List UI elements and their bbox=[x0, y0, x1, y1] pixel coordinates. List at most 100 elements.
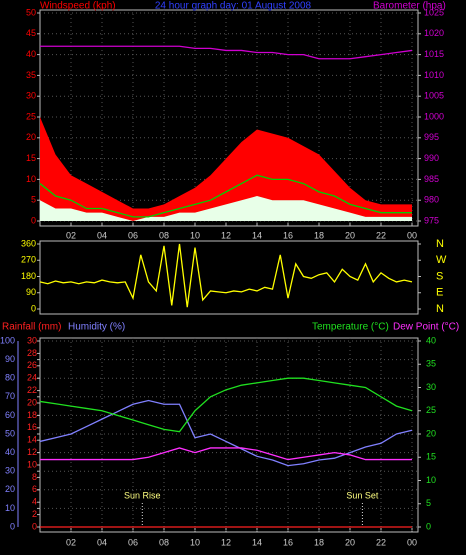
y-tick-label: 70 bbox=[5, 391, 15, 401]
y2-tick-label: N bbox=[436, 238, 444, 250]
line bbox=[39, 243, 413, 308]
area bbox=[40, 117, 412, 221]
y-tick-label: 30 bbox=[26, 91, 36, 101]
x-tick-label: 10 bbox=[190, 230, 200, 240]
y-tick-label: 270 bbox=[21, 255, 36, 265]
y-tick-label: 15 bbox=[26, 153, 36, 163]
y3-tick-label: 18 bbox=[27, 410, 37, 420]
y2-axis-label: Barometer (hpa) bbox=[373, 1, 446, 12]
x-tick-label: 16 bbox=[283, 537, 293, 547]
x-tick-label: 06 bbox=[128, 230, 138, 240]
y3-tick-label: 0 bbox=[32, 521, 37, 531]
y3-tick-label: 20 bbox=[27, 397, 37, 407]
y3-tick-label: 6 bbox=[32, 484, 37, 494]
x-tick-label: 14 bbox=[252, 537, 262, 547]
y2-tick-label: 1000 bbox=[424, 111, 444, 121]
x-tick-label: 12 bbox=[221, 537, 231, 547]
y-tick-label: 80 bbox=[5, 373, 15, 383]
y2-tick-label: E bbox=[436, 287, 443, 299]
y2-tick-label: 1010 bbox=[424, 70, 444, 80]
y-tick-label: 360 bbox=[21, 238, 36, 248]
y2-tick-label: 995 bbox=[424, 132, 439, 142]
plot-frame bbox=[39, 240, 419, 315]
x-tick-label: 04 bbox=[97, 230, 107, 240]
line bbox=[39, 174, 412, 218]
y-tick-label: 30 bbox=[5, 466, 15, 476]
y-tick-label: 60 bbox=[5, 410, 15, 420]
y3-tick-label: 22 bbox=[27, 385, 37, 395]
y3-tick-label: 16 bbox=[27, 422, 37, 432]
y-tick-label: 50 bbox=[26, 7, 36, 17]
y-tick-label: 25 bbox=[26, 111, 36, 121]
y-tick-label: 0 bbox=[31, 215, 36, 225]
line bbox=[40, 447, 412, 461]
line bbox=[39, 377, 413, 433]
y2-tick-label: N bbox=[436, 303, 444, 315]
x-tick-label: 08 bbox=[159, 537, 169, 547]
y2-tick-label: 980 bbox=[424, 195, 439, 205]
y-tick-label: 20 bbox=[26, 132, 36, 142]
line bbox=[39, 399, 413, 467]
y2-tick-label: 1005 bbox=[424, 91, 444, 101]
x-tick-label: 14 bbox=[252, 230, 262, 240]
y-tick-label: 0 bbox=[31, 303, 36, 313]
y-tick-label: 10 bbox=[5, 503, 15, 513]
y3-tick-label: 14 bbox=[27, 435, 37, 445]
y3-tick-label: 2 bbox=[32, 509, 37, 519]
x-tick-label: 00 bbox=[407, 537, 417, 547]
y3-tick-label: 30 bbox=[27, 335, 37, 345]
y-tick-label: 180 bbox=[21, 271, 36, 281]
x-tick-label: 16 bbox=[283, 230, 293, 240]
y-tick-label: 40 bbox=[5, 447, 15, 457]
x-tick-label: 20 bbox=[345, 537, 355, 547]
legend-entry: Temperature (°C) bbox=[312, 322, 389, 333]
legend-entry: Humidity (%) bbox=[68, 322, 125, 333]
y-tick-label: 5 bbox=[31, 195, 36, 205]
y-tick-label: 90 bbox=[26, 287, 36, 297]
plot-frame bbox=[39, 337, 419, 533]
y3-tick-label: 4 bbox=[32, 497, 37, 507]
y-tick-label: 35 bbox=[26, 70, 36, 80]
y-tick-label: 20 bbox=[5, 484, 15, 494]
x-tick-label: 06 bbox=[128, 537, 138, 547]
line bbox=[40, 45, 413, 60]
y-tick-label: 40 bbox=[26, 49, 36, 59]
y2-tick-label: 35 bbox=[426, 359, 436, 369]
x-tick-label: 12 bbox=[221, 230, 231, 240]
y2-tick-label: 15 bbox=[426, 452, 436, 462]
chart-title: 24 hour graph day: 01 August 2008 bbox=[155, 1, 312, 12]
y2-tick-label: 1020 bbox=[424, 28, 444, 38]
y-tick-label: 0 bbox=[10, 521, 15, 531]
y2-tick-label: 1015 bbox=[424, 49, 444, 59]
x-tick-label: 22 bbox=[376, 230, 386, 240]
x-tick-label: 04 bbox=[97, 537, 107, 547]
y2-tick-label: 0 bbox=[426, 521, 431, 531]
y-tick-label: 45 bbox=[26, 28, 36, 38]
y2-tick-label: 1025 bbox=[424, 7, 444, 17]
y3-tick-label: 28 bbox=[27, 348, 37, 358]
y2-tick-label: 985 bbox=[424, 174, 439, 184]
y3-tick-label: 26 bbox=[27, 360, 37, 370]
x-tick-label: 00 bbox=[407, 230, 417, 240]
x-tick-label: 10 bbox=[190, 537, 200, 547]
area bbox=[40, 196, 412, 221]
y2-tick-label: 10 bbox=[426, 475, 436, 485]
y-tick-label: 50 bbox=[5, 428, 15, 438]
y2-tick-label: 40 bbox=[426, 335, 436, 345]
x-tick-label: 18 bbox=[314, 537, 324, 547]
x-tick-label: 08 bbox=[159, 230, 169, 240]
annotation: Sun Rise bbox=[124, 490, 161, 500]
y2-tick-label: 25 bbox=[426, 405, 436, 415]
y2-tick-label: S bbox=[436, 270, 443, 282]
y-tick-label: 100 bbox=[0, 335, 15, 345]
y2-tick-label: 990 bbox=[424, 153, 439, 163]
x-tick-label: 02 bbox=[66, 537, 76, 547]
y2-tick-label: 20 bbox=[426, 428, 436, 438]
y3-tick-label: 8 bbox=[32, 472, 37, 482]
legend-entry: Rainfall (mm) bbox=[2, 322, 61, 333]
x-tick-label: 20 bbox=[345, 230, 355, 240]
x-tick-label: 22 bbox=[376, 537, 386, 547]
y2-tick-label: 975 bbox=[424, 215, 439, 225]
y3-tick-label: 12 bbox=[27, 447, 37, 457]
y2-tick-label: 30 bbox=[426, 382, 436, 392]
